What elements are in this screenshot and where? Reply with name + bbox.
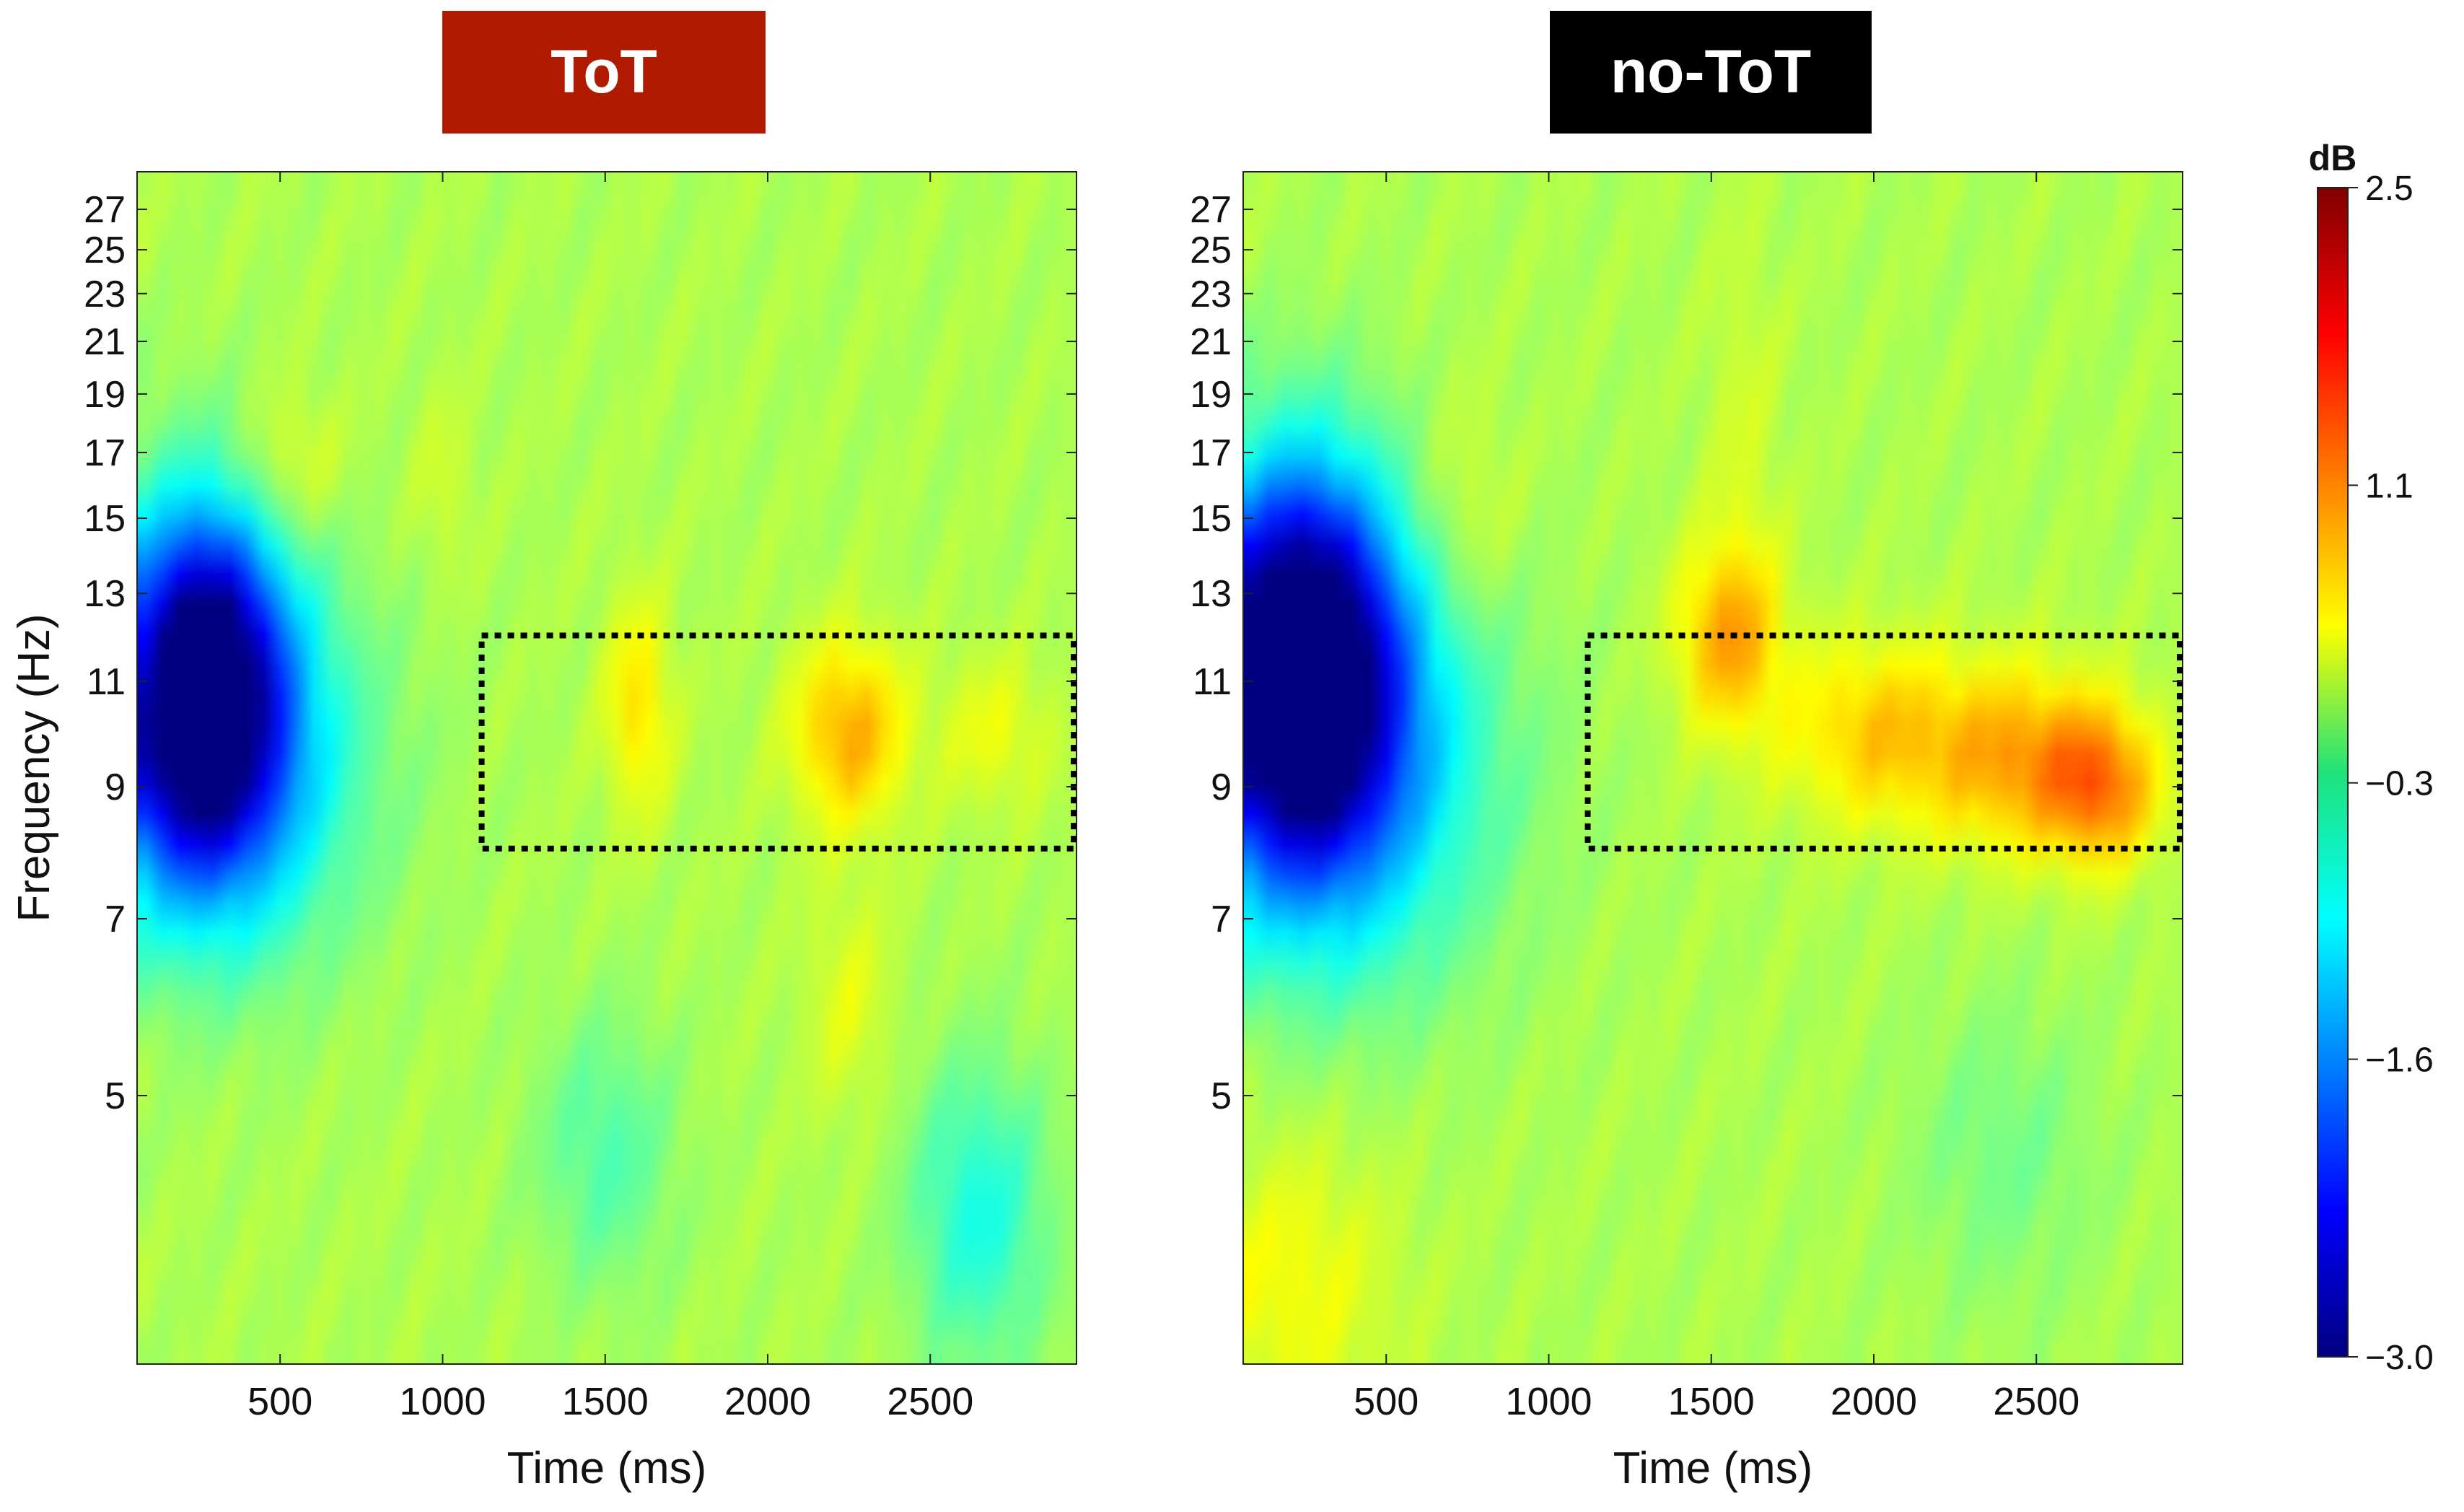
y-tick-label: 27: [84, 189, 126, 231]
y-tick-label: 21: [84, 321, 126, 363]
panel-tot-title: ToT: [551, 38, 657, 105]
colorbar-tick-label: −0.3: [2365, 765, 2434, 803]
y-tick-label: 11: [1193, 661, 1232, 703]
colorbar-ticks: 2.5 1.1 −0.3 −1.6 −3.0: [2348, 170, 2434, 1377]
y-tick-label: 21: [1190, 321, 1232, 363]
colorbar-tick-label: 2.5: [2365, 170, 2413, 208]
panel-tot-y-label: Frequency (Hz): [9, 613, 59, 922]
y-tick-label: 25: [1190, 230, 1232, 271]
y-tick-label: 13: [84, 573, 126, 615]
colorbar-tick-label: −1.6: [2365, 1041, 2434, 1080]
panel-tot-frame: [136, 171, 1077, 1365]
x-tick-label: 500: [1354, 1380, 1419, 1423]
y-tick-label: 25: [84, 230, 126, 271]
colorbar-tick-label: 1.1: [2365, 467, 2413, 505]
panel-tot-heatmap-area: [137, 172, 1077, 1364]
colorbar-label: dB: [2309, 138, 2357, 178]
panel-notot-frame: [1242, 171, 2183, 1365]
y-tick-label: 7: [1211, 899, 1232, 940]
x-tick-label: 2000: [724, 1380, 811, 1423]
y-tick-label: 13: [1190, 573, 1232, 615]
y-tick-label: 11: [87, 661, 126, 703]
y-tick-label: 19: [1190, 374, 1232, 416]
y-tick-label: 17: [1190, 432, 1232, 474]
y-tick-label: 23: [84, 274, 126, 315]
x-tick-label: 2500: [887, 1380, 973, 1423]
y-tick-label: 5: [1211, 1075, 1232, 1117]
panel-tot-x-label: Time (ms): [507, 1443, 707, 1493]
panel-notot-heatmap-area: [1243, 172, 2183, 1364]
panel-notot-x-label: Time (ms): [1613, 1443, 1813, 1493]
colorbar-gradient: [2317, 187, 2349, 1358]
panel-notot-title-badge: [1550, 11, 1872, 134]
panel-notot-heatmap: [1243, 172, 2183, 1364]
panel-notot-x-axis: 500 1000 1500 2000 2500: [1354, 172, 2079, 1423]
colorbar: dB 2.5 1.1 −0.3 −1.6 −3.0: [2309, 138, 2434, 1377]
y-tick-label: 15: [1190, 498, 1232, 540]
y-tick-label: 9: [105, 766, 126, 808]
colorbar-tick-label: −3.0: [2365, 1339, 2434, 1377]
x-tick-label: 1500: [1668, 1380, 1755, 1423]
y-tick-label: 7: [105, 899, 126, 940]
panel-notot-title: no-ToT: [1610, 38, 1811, 105]
x-tick-label: 2000: [1831, 1380, 1917, 1423]
y-tick-label: 15: [84, 498, 126, 540]
x-tick-label: 1000: [1505, 1380, 1592, 1423]
panel-tot-x-axis: 500 1000 1500 2000 2500: [247, 172, 973, 1423]
y-tick-label: 9: [1211, 766, 1232, 808]
y-tick-label: 17: [84, 432, 126, 474]
x-tick-label: 2500: [1993, 1380, 2079, 1423]
panel-tot-heatmap: [137, 172, 1077, 1364]
y-tick-label: 5: [105, 1075, 126, 1117]
y-tick-label: 23: [1190, 274, 1232, 315]
y-tick-label: 19: [84, 374, 126, 416]
y-tick-label: 27: [1190, 189, 1232, 231]
x-tick-label: 1000: [399, 1380, 486, 1423]
panel-tot-title-badge: [442, 11, 766, 134]
x-tick-label: 500: [247, 1380, 312, 1423]
x-tick-label: 1500: [562, 1380, 649, 1423]
